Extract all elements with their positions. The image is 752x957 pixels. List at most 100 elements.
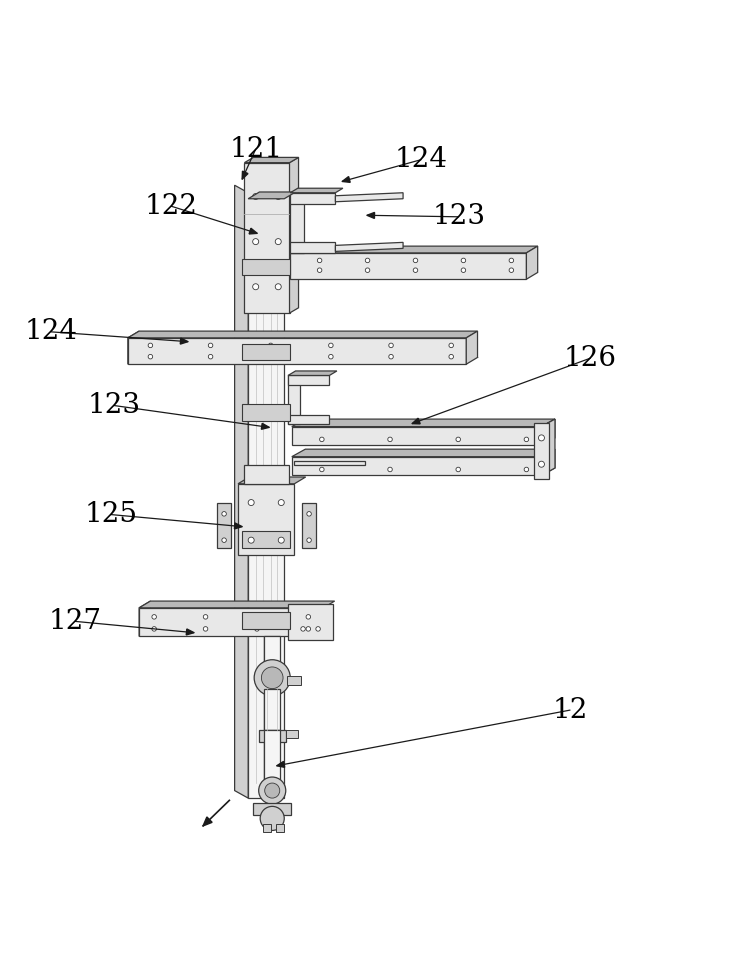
- Circle shape: [388, 437, 393, 441]
- Circle shape: [275, 238, 281, 245]
- Polygon shape: [242, 171, 248, 179]
- Circle shape: [265, 783, 280, 798]
- Circle shape: [389, 344, 393, 347]
- Circle shape: [365, 268, 370, 273]
- Bar: [242, 344, 290, 361]
- Circle shape: [456, 437, 460, 441]
- Polygon shape: [335, 192, 403, 202]
- Polygon shape: [290, 189, 343, 192]
- Circle shape: [278, 537, 284, 544]
- Text: 125: 125: [85, 501, 138, 528]
- Circle shape: [222, 538, 226, 543]
- Polygon shape: [203, 817, 212, 826]
- Bar: [242, 612, 290, 629]
- Circle shape: [208, 344, 213, 347]
- Circle shape: [222, 512, 226, 516]
- Bar: [217, 502, 231, 547]
- Bar: [242, 404, 290, 420]
- Circle shape: [509, 258, 514, 262]
- Bar: [288, 375, 300, 424]
- Circle shape: [509, 268, 514, 273]
- Circle shape: [307, 538, 311, 543]
- Circle shape: [389, 354, 393, 359]
- Bar: [264, 730, 280, 783]
- Polygon shape: [238, 477, 305, 484]
- Circle shape: [208, 354, 213, 359]
- Circle shape: [307, 512, 311, 516]
- Polygon shape: [294, 461, 365, 465]
- Polygon shape: [180, 338, 188, 345]
- Text: 124: 124: [395, 146, 447, 173]
- Bar: [276, 824, 284, 832]
- Circle shape: [253, 283, 259, 290]
- Polygon shape: [139, 601, 335, 608]
- Bar: [139, 608, 323, 636]
- Circle shape: [317, 258, 322, 262]
- Polygon shape: [342, 176, 350, 183]
- Circle shape: [317, 268, 322, 273]
- Circle shape: [203, 614, 208, 619]
- Circle shape: [524, 437, 529, 441]
- Polygon shape: [367, 212, 374, 218]
- Circle shape: [306, 627, 311, 632]
- Bar: [238, 484, 295, 555]
- Circle shape: [461, 268, 465, 273]
- Circle shape: [538, 461, 544, 467]
- Bar: [264, 636, 280, 678]
- Circle shape: [152, 627, 156, 632]
- Circle shape: [148, 344, 153, 347]
- Circle shape: [449, 354, 453, 359]
- Polygon shape: [335, 242, 403, 252]
- Polygon shape: [235, 186, 248, 798]
- Polygon shape: [248, 192, 296, 199]
- Circle shape: [388, 467, 393, 472]
- Polygon shape: [292, 449, 555, 456]
- Circle shape: [248, 500, 254, 505]
- Circle shape: [414, 258, 418, 262]
- Polygon shape: [412, 418, 420, 424]
- Circle shape: [365, 258, 370, 262]
- Bar: [534, 423, 549, 479]
- Bar: [259, 730, 286, 742]
- Text: 123: 123: [88, 392, 141, 419]
- Polygon shape: [186, 629, 194, 634]
- Bar: [288, 414, 329, 424]
- Bar: [286, 730, 298, 738]
- Circle shape: [538, 434, 544, 441]
- Circle shape: [248, 537, 254, 544]
- Bar: [288, 375, 329, 386]
- Circle shape: [320, 467, 324, 472]
- Polygon shape: [541, 449, 555, 476]
- Bar: [248, 192, 284, 798]
- Bar: [242, 531, 290, 547]
- Circle shape: [253, 238, 259, 245]
- Bar: [264, 689, 280, 730]
- Text: 121: 121: [229, 136, 282, 163]
- Bar: [244, 465, 289, 484]
- Polygon shape: [526, 246, 538, 279]
- Bar: [242, 259, 290, 276]
- Circle shape: [203, 627, 208, 632]
- Bar: [290, 192, 304, 253]
- Bar: [292, 456, 541, 476]
- Circle shape: [329, 354, 333, 359]
- Circle shape: [152, 614, 156, 619]
- Polygon shape: [290, 246, 538, 253]
- Polygon shape: [139, 601, 150, 636]
- Bar: [302, 502, 316, 547]
- Polygon shape: [290, 157, 299, 313]
- Bar: [128, 338, 466, 365]
- Polygon shape: [128, 331, 478, 338]
- Polygon shape: [277, 762, 285, 768]
- Bar: [263, 824, 271, 832]
- Circle shape: [329, 344, 333, 347]
- Circle shape: [268, 344, 273, 347]
- Circle shape: [278, 500, 284, 505]
- Circle shape: [259, 777, 286, 804]
- Bar: [253, 803, 291, 814]
- Bar: [290, 253, 526, 279]
- Circle shape: [316, 627, 320, 632]
- Bar: [244, 163, 290, 313]
- Circle shape: [268, 354, 273, 359]
- Polygon shape: [288, 371, 337, 375]
